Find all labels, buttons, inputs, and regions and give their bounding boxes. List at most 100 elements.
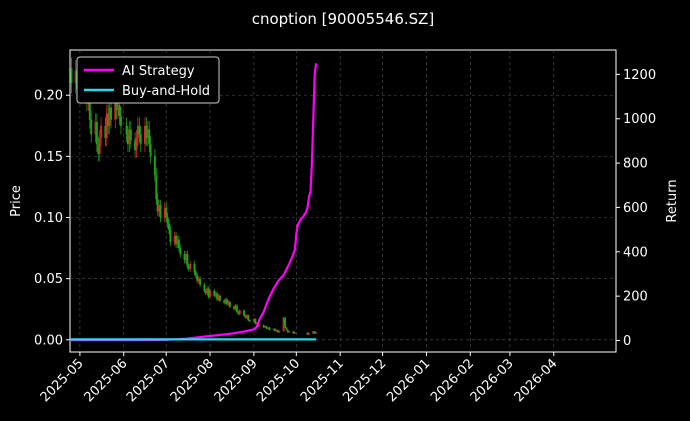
candle-body (94, 122, 97, 135)
candle-body (224, 299, 227, 304)
candle-body (100, 125, 103, 139)
candle-body (175, 235, 178, 245)
candle-body (145, 125, 148, 139)
candle-body (104, 125, 107, 139)
candle-body (177, 239, 180, 249)
candle-body (114, 101, 117, 120)
candle-body (282, 317, 285, 332)
candle-body (275, 329, 278, 332)
candle-body (284, 317, 287, 328)
candle-body (278, 331, 281, 333)
candle-body (125, 125, 128, 135)
y-right-tick-label: 800 (623, 157, 648, 172)
candle-body (248, 320, 251, 322)
candle-body (119, 116, 122, 126)
candle-body (176, 239, 179, 245)
candle-body (165, 207, 168, 218)
candle-body (258, 325, 261, 327)
y-right-tick-label: 400 (623, 245, 648, 260)
candle-body (90, 119, 93, 135)
candle-body (267, 327, 270, 329)
candle-body (173, 235, 176, 242)
candle-body (213, 290, 216, 296)
candle-body (312, 331, 315, 334)
legend: AI Strategy Buy-and-Hold (76, 56, 220, 104)
candle-body (105, 113, 108, 139)
y-left-tick-label: 0.10 (34, 211, 63, 226)
legend-label-ai-strategy: AI Strategy (122, 64, 195, 79)
candle-body (135, 138, 138, 151)
candle-body (226, 299, 229, 305)
candle-body (276, 329, 279, 333)
candle-body (183, 254, 186, 261)
candle-body (254, 318, 257, 324)
candle-body (179, 248, 182, 255)
candle-body (203, 284, 206, 291)
candle-body (158, 205, 161, 212)
candle-body (136, 125, 139, 139)
candle-body (126, 134, 129, 145)
candle-body (159, 205, 162, 218)
candle-body (216, 293, 219, 300)
y-right-axis-ticks: 0 200 400 600 800 1000 1200 (616, 68, 656, 349)
y-right-tick-label: 600 (623, 201, 648, 216)
candle-body (315, 332, 318, 334)
chart-title: cnoption [90005546.SZ] (252, 10, 435, 28)
candle-body (255, 322, 258, 324)
candle-body (244, 315, 247, 318)
candle-body (306, 332, 309, 335)
candle-body (163, 207, 166, 218)
candle-body (308, 333, 311, 335)
candle-body (138, 125, 141, 135)
candle-body (148, 129, 151, 145)
candle-body (107, 113, 110, 126)
y-left-tick-label: 0.20 (34, 89, 63, 104)
candle-body (95, 122, 98, 145)
y-left-tick-label: 0.05 (34, 272, 63, 287)
candle-body (268, 327, 271, 330)
candle-body (262, 325, 265, 328)
candle-body (252, 318, 255, 322)
candle-body (199, 278, 202, 285)
candle-body (134, 140, 137, 151)
candle-body (237, 311, 240, 315)
candle-body (286, 329, 289, 333)
candle-body (149, 144, 152, 157)
y-right-tick-label: 1000 (623, 112, 656, 127)
candle-body (193, 263, 196, 273)
candle-body (118, 105, 121, 117)
candle-body (70, 68, 73, 84)
candle-body (214, 293, 217, 296)
candle-body (168, 223, 171, 230)
y-right-tick-label: 1200 (623, 68, 656, 83)
candle-body (146, 129, 149, 139)
candle-body (272, 328, 275, 330)
candle-body (196, 276, 199, 282)
y-right-axis-label: Return (665, 179, 680, 222)
candle-body (194, 272, 197, 277)
candle-body (223, 300, 226, 304)
candle-body (98, 138, 101, 154)
candle-body (218, 295, 221, 301)
candle-body (153, 156, 156, 175)
candle-body (143, 125, 146, 145)
candle-body (242, 310, 245, 316)
candle-body (110, 107, 113, 120)
y-left-axis-label: Price (9, 185, 24, 217)
candle-body (228, 301, 231, 307)
candle-body (285, 327, 288, 330)
candle-body (186, 254, 189, 267)
candle-body (274, 328, 277, 332)
candle-body (129, 129, 132, 141)
candle-body (264, 326, 267, 328)
candle-body (288, 331, 291, 333)
candle-body (265, 326, 268, 329)
candle-body (197, 278, 200, 282)
candle-body (204, 290, 207, 294)
candle-body (156, 199, 159, 212)
candle-body (128, 129, 131, 145)
candle-body (166, 217, 169, 224)
candle-body (88, 95, 91, 120)
legend-box (76, 56, 220, 104)
